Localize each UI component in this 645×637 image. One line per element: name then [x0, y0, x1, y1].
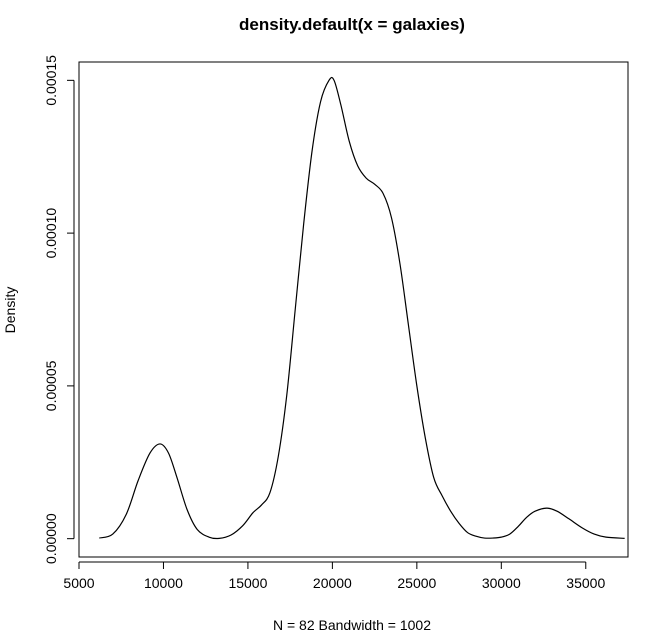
x-tick-label: 15000 [228, 575, 267, 591]
plot-frame [78, 61, 629, 558]
y-tick-label: 0.00015 [43, 55, 59, 106]
x-tick-label: 10000 [144, 575, 183, 591]
chart-title: density.default(x = galaxies) [239, 15, 465, 34]
x-tick-label: 25000 [397, 575, 436, 591]
x-tick-label: 30000 [482, 575, 521, 591]
x-axis-label: N = 82 Bandwidth = 1002 [273, 617, 431, 633]
x-tick-label: 20000 [313, 575, 352, 591]
y-tick-label: 0.00005 [43, 360, 59, 411]
density-curve [99, 76, 625, 540]
y-tick-label: 0.00000 [43, 513, 59, 564]
x-tick-label: 35000 [566, 575, 605, 591]
x-tick-label: 5000 [63, 575, 94, 591]
y-axis: 0.00000 0.00005 0.00010 0.00015 [43, 55, 75, 564]
x-axis: 5000 10000 15000 20000 25000 30000 35000 [63, 561, 605, 591]
y-axis-label: Density [2, 287, 18, 334]
y-tick-label: 0.00010 [43, 208, 59, 259]
